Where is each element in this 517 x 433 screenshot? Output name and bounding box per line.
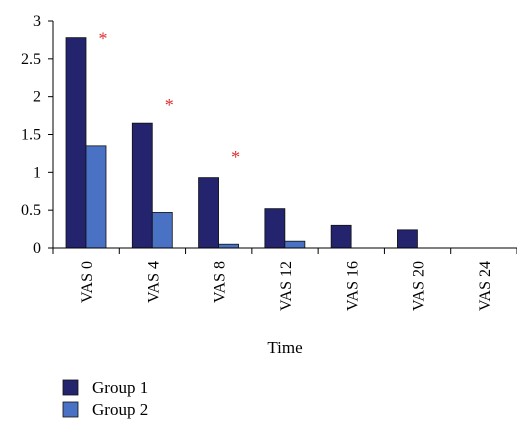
x-tick-label: VAS 16 <box>344 261 361 311</box>
legend-label: Group 2 <box>92 400 148 419</box>
bar-2-vas-0 <box>85 145 107 249</box>
y-tick-label: 2.5 <box>21 51 41 68</box>
bar-2-vas-8 <box>218 243 239 249</box>
y-tick-label: 1.5 <box>21 127 41 144</box>
bar-1-vas-0 <box>65 37 87 249</box>
x-axis-title: Time <box>267 338 302 357</box>
x-tick-label: VAS 12 <box>278 261 295 311</box>
significance-marker: * <box>165 95 174 115</box>
bar-1-vas-12 <box>264 208 286 249</box>
significance-marker: * <box>231 147 240 167</box>
bar-1-vas-20 <box>397 229 418 249</box>
bar-1-vas-8 <box>198 177 219 249</box>
y-tick-label: 0 <box>33 240 41 257</box>
bar-2-vas-12 <box>284 240 306 249</box>
legend-label: Group 1 <box>92 378 148 397</box>
bars-layer <box>65 37 418 249</box>
y-tick-label: 1 <box>33 164 41 181</box>
bar-2-vas-4 <box>151 212 173 249</box>
legend-swatch <box>62 401 79 418</box>
x-tick-label: VAS 0 <box>79 261 96 303</box>
x-tick-label: VAS 24 <box>477 261 494 311</box>
bar-1-vas-4 <box>131 122 153 249</box>
axes-layer <box>48 20 517 254</box>
legend-swatch <box>62 379 79 396</box>
legend: Group 1 Group 2 <box>62 378 148 419</box>
y-tick-label: 2 <box>33 89 41 106</box>
y-tick-label: 3 <box>33 13 41 30</box>
labels-layer: 0 0.5 1 1.5 2 2.5 3 VAS 0 VAS 4 VAS 8 VAS 12 VAS 16… <box>21 13 494 311</box>
x-tick-label: VAS 4 <box>145 261 162 303</box>
y-tick-label: 0.5 <box>21 202 41 219</box>
bar-1-vas-16 <box>330 224 352 249</box>
significance-marker: * <box>99 28 108 48</box>
x-tick-label: VAS 20 <box>411 261 428 311</box>
x-tick-label: VAS 8 <box>212 261 229 303</box>
